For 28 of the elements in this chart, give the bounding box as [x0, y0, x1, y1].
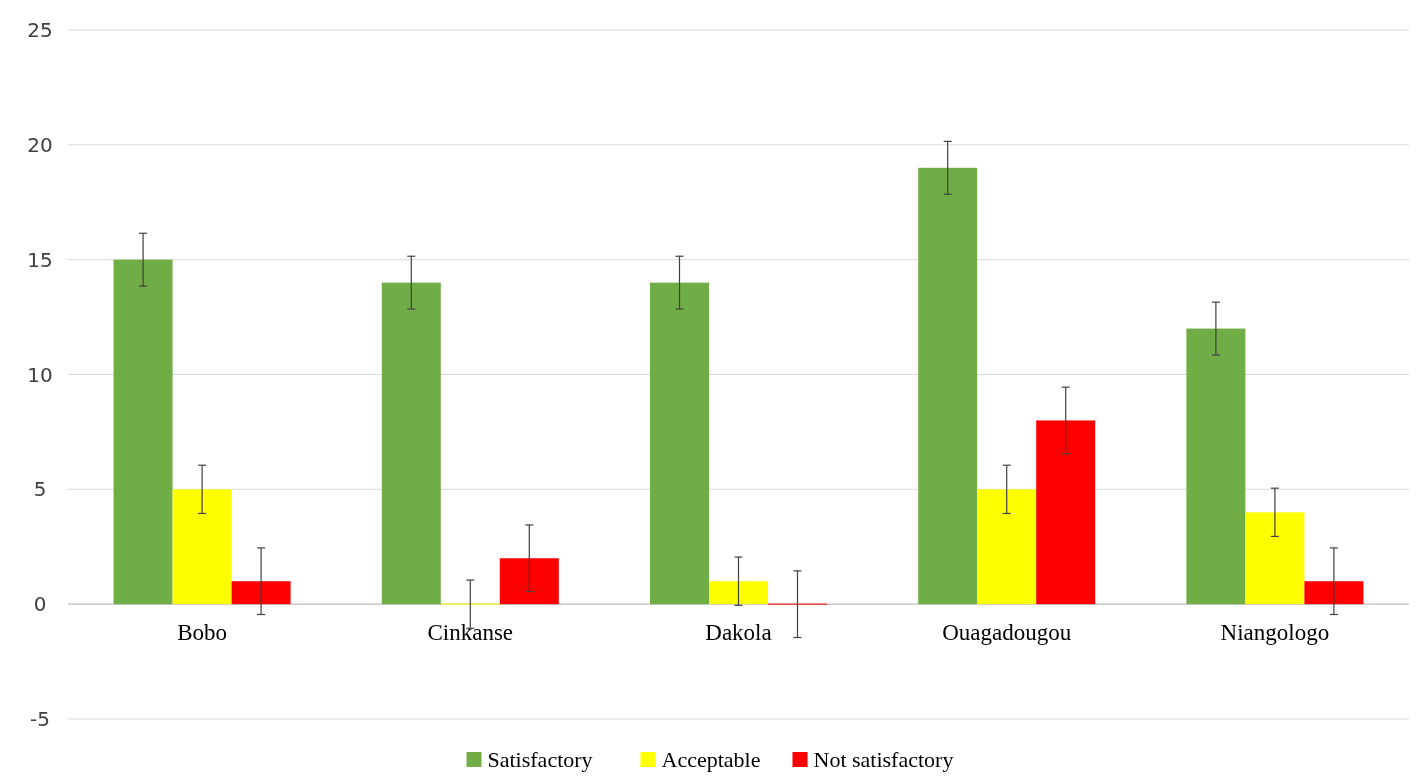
bar — [381, 282, 441, 605]
bar — [1186, 328, 1246, 605]
legend-label: Satisfactory — [487, 747, 593, 772]
y-tick-label: 20 — [27, 132, 53, 157]
bar — [113, 259, 173, 605]
bar — [1304, 581, 1364, 605]
x-tick-label: Ouagadougou — [942, 620, 1072, 646]
y-tick-label: 10 — [27, 362, 53, 387]
bar — [231, 581, 291, 605]
y-tick-label: 25 — [27, 18, 53, 42]
x-tick-label: Bobo — [177, 620, 228, 646]
x-tick-label: Cinkanse — [427, 620, 514, 646]
legend-label: Not satisfactory — [813, 747, 954, 772]
y-tick-label: 15 — [27, 247, 53, 272]
legend-label: Acceptable — [661, 747, 761, 772]
bar — [918, 167, 978, 605]
bar — [499, 558, 559, 605]
y-tick-label: 5 — [33, 477, 47, 502]
x-tick-label: Dakola — [705, 620, 772, 646]
bar — [1036, 420, 1096, 605]
bar — [649, 282, 709, 605]
bar — [1245, 512, 1305, 605]
y-tick-label: 0 — [33, 592, 47, 617]
bar — [709, 581, 768, 605]
bar — [977, 489, 1037, 605]
x-tick-label: Niangologo — [1220, 620, 1330, 646]
y-tick-label: -5 — [30, 707, 50, 731]
bar — [172, 489, 232, 605]
